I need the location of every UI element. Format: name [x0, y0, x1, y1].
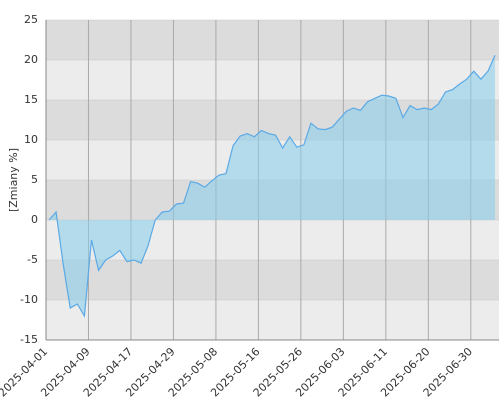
y-tick-label: 20 — [24, 53, 38, 66]
y-tick-label: 5 — [31, 173, 38, 186]
y-tick-label: -15 — [20, 333, 38, 346]
y-tick-label: -5 — [27, 253, 38, 266]
y-tick-label: 0 — [31, 213, 38, 226]
area — [49, 55, 496, 316]
band — [46, 20, 499, 60]
band — [46, 260, 499, 300]
y-tick-label: -10 — [20, 293, 38, 306]
y-tick-label: 10 — [24, 133, 38, 146]
band — [46, 300, 499, 340]
y-axis-label: [Zmiany %] — [7, 148, 20, 212]
band — [46, 60, 499, 100]
line — [48, 54, 496, 318]
y-tick-label: 25 — [24, 13, 38, 26]
y-tick-label: 15 — [24, 93, 38, 106]
